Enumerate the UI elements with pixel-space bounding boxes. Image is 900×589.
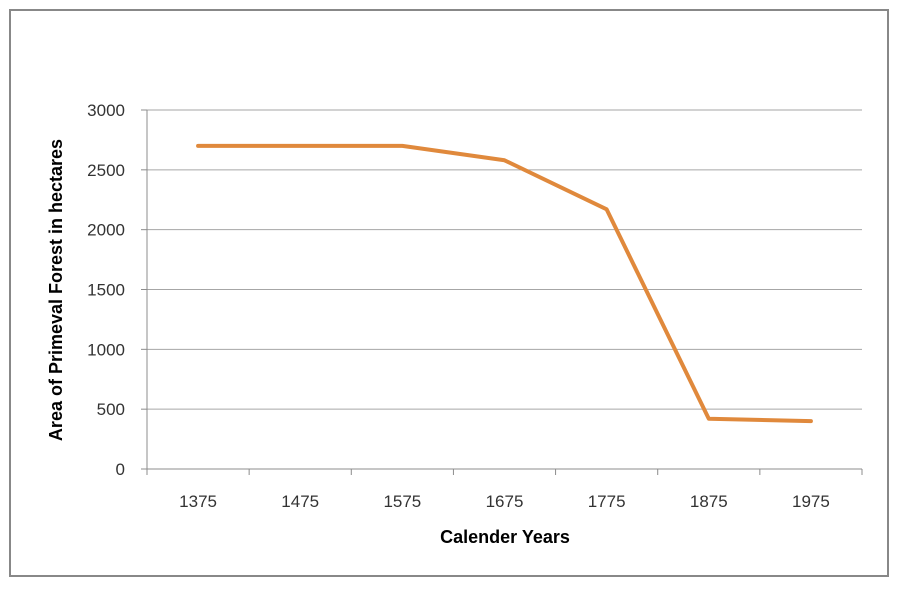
- data-point: [809, 419, 813, 423]
- x-tick-label: 1475: [281, 492, 319, 511]
- x-axis-title: Calender Years: [440, 527, 570, 547]
- series-group: [196, 143, 813, 424]
- data-point: [605, 207, 609, 211]
- x-tick-label: 1875: [690, 492, 728, 511]
- y-tick-label: 2500: [87, 161, 125, 180]
- x-tick-labels: 1375 1475 1575 1675 1775 1875 1975: [179, 492, 830, 511]
- y-tick-label: 0: [116, 460, 125, 479]
- data-point: [400, 144, 404, 148]
- y-axis-title: Area of Primeval Forest in hectares: [46, 139, 66, 441]
- data-point: [196, 144, 200, 148]
- x-tick-label: 1375: [179, 492, 217, 511]
- y-tick-label: 1500: [87, 281, 125, 300]
- data-point: [503, 158, 507, 162]
- x-tick-label: 1675: [486, 492, 524, 511]
- data-point: [298, 144, 302, 148]
- x-tick-label: 1575: [383, 492, 421, 511]
- gridlines: [147, 109, 862, 410]
- y-tick-labels: 0 500 1000 1500 2000 2500 3000: [87, 101, 125, 479]
- x-tick-label: 1775: [588, 492, 626, 511]
- series-line: [196, 143, 813, 424]
- y-tick-label: 1000: [87, 340, 125, 359]
- y-tick-label: 2000: [87, 221, 125, 240]
- y-tick-label: 500: [97, 400, 125, 419]
- axes: [141, 109, 863, 475]
- chart-frame: [9, 9, 889, 577]
- y-tick-label: 3000: [87, 101, 125, 120]
- data-point: [707, 417, 711, 421]
- x-tick-label: 1975: [792, 492, 830, 511]
